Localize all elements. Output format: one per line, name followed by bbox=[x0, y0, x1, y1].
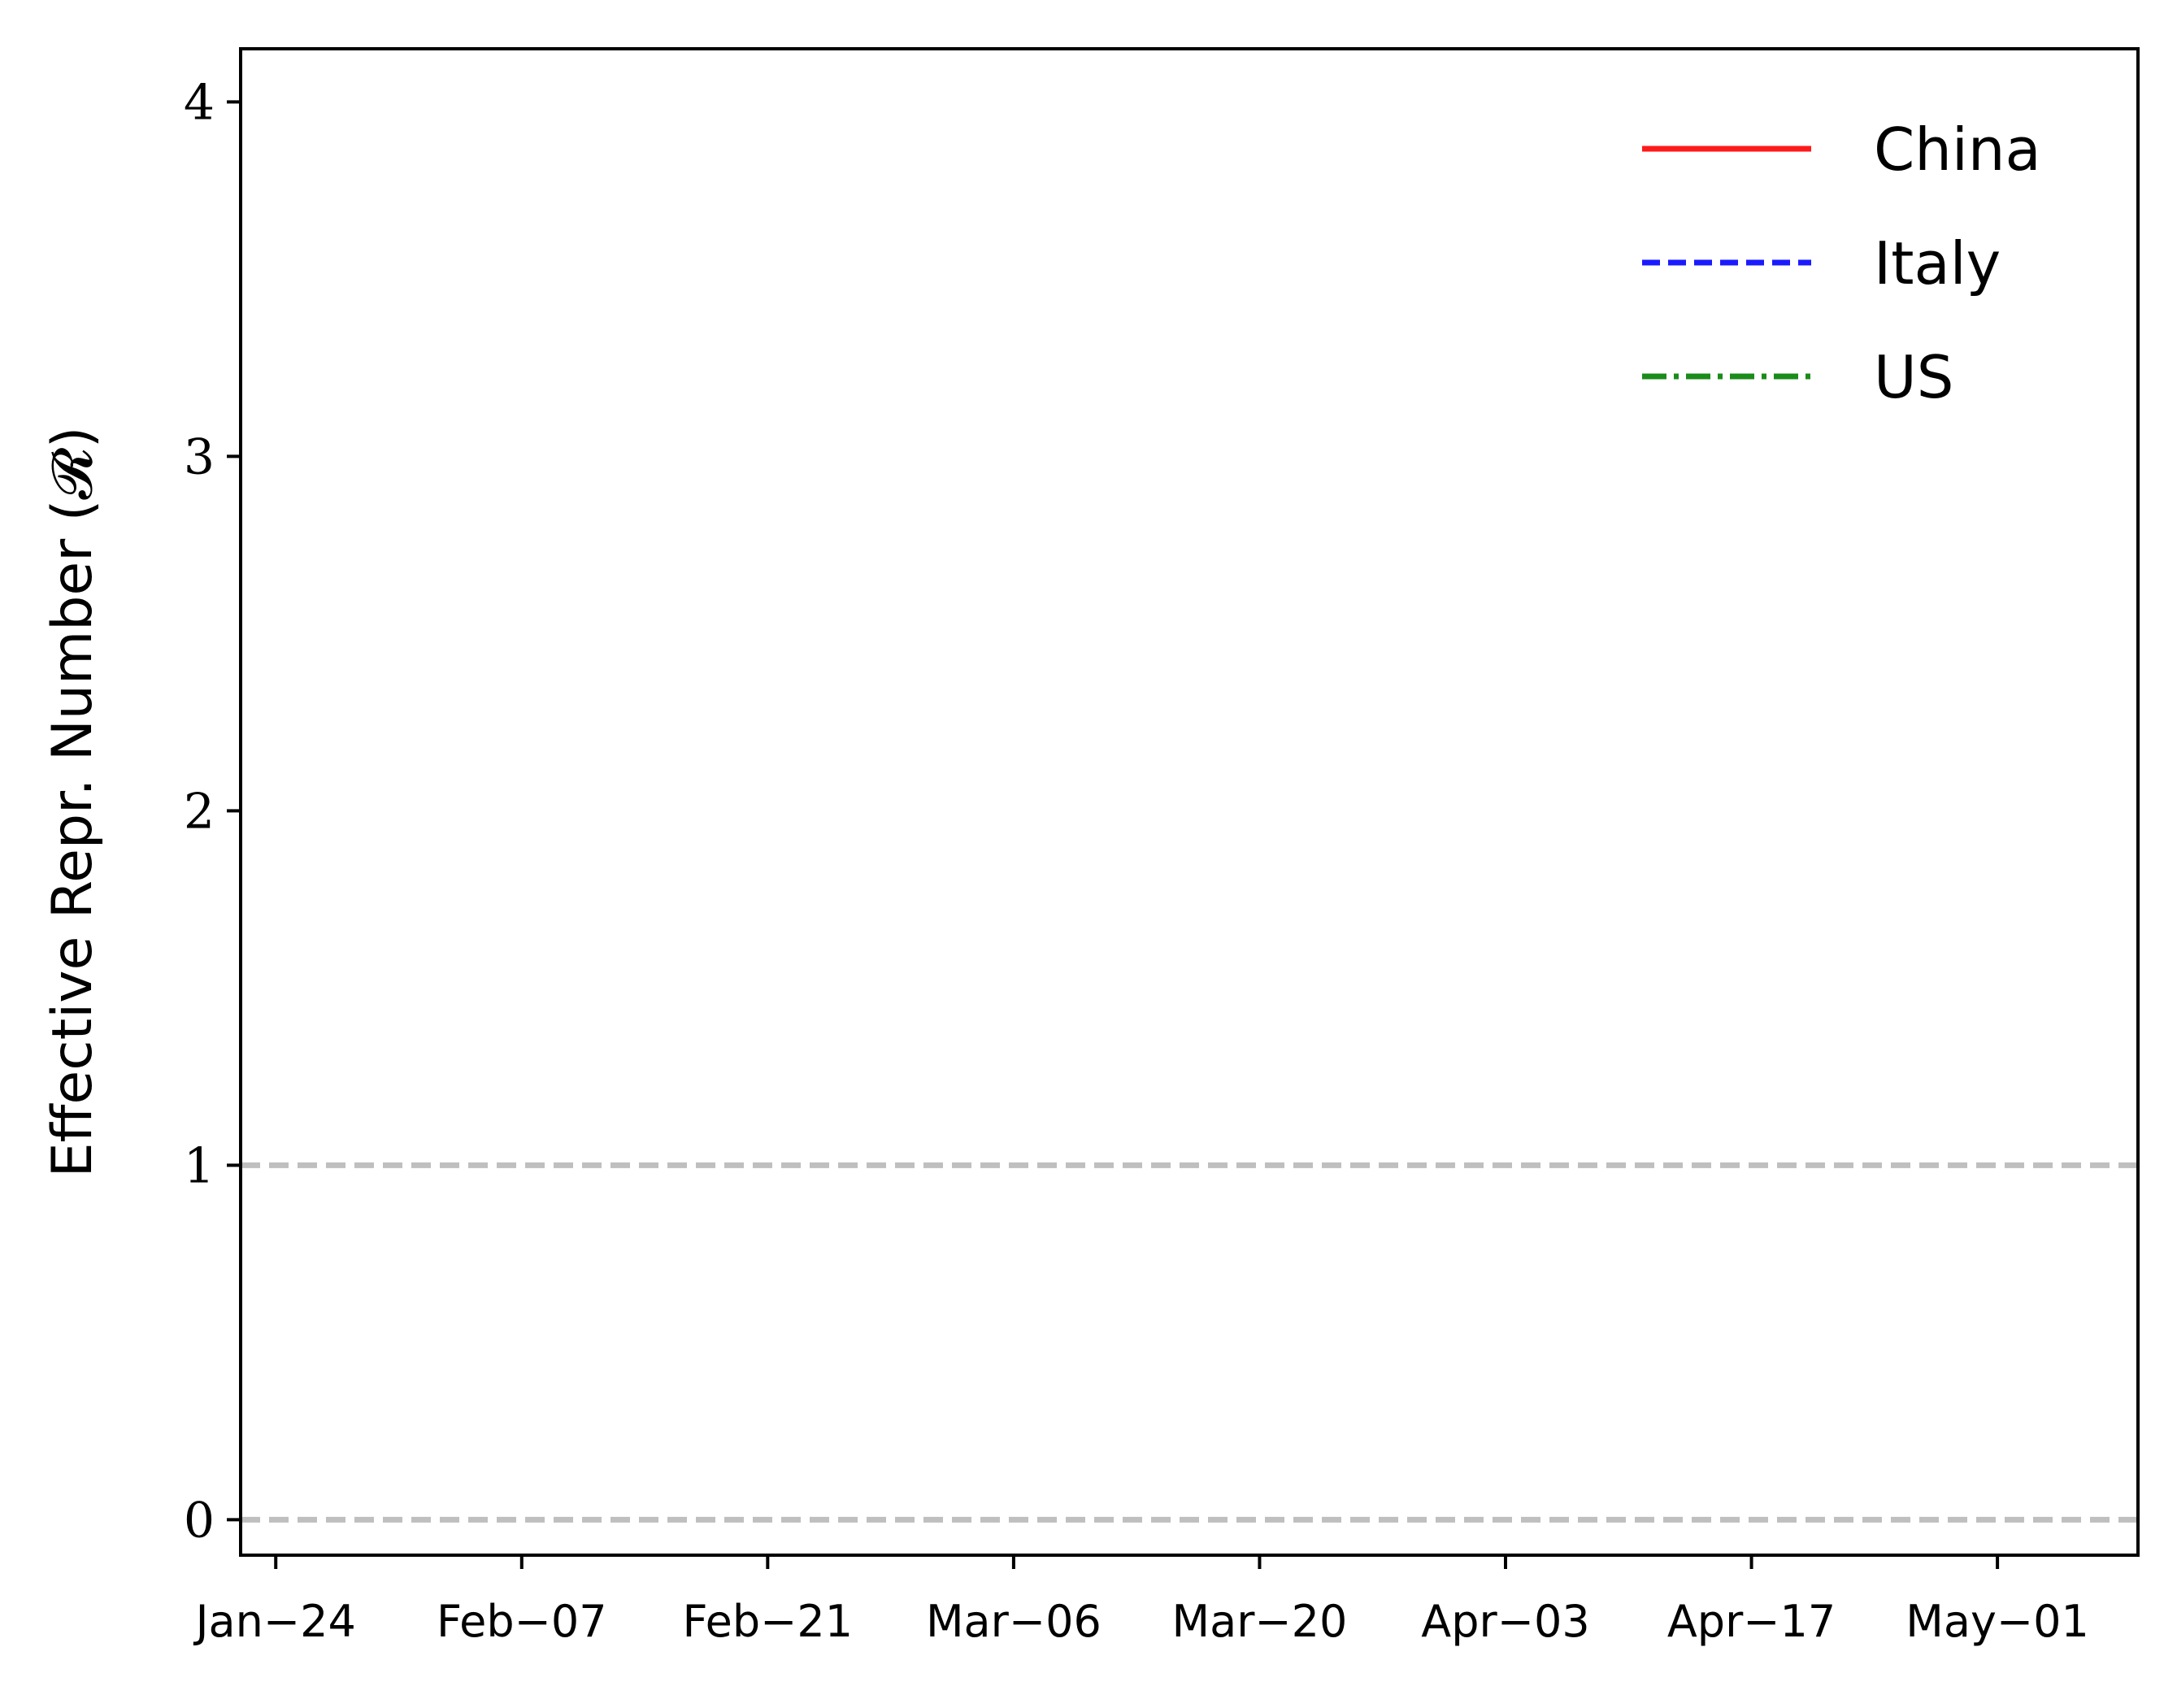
x-tick-label: Mar−06 bbox=[926, 1596, 1102, 1647]
legend-label-china: China bbox=[1874, 115, 2041, 184]
x-axis: Jan−24 Feb−07 Feb−21 Mar−06 Mar−20 Apr−03 Apr−… bbox=[193, 1555, 2089, 1647]
legend: China Italy US bbox=[1642, 115, 2041, 411]
x-tick-label: Jan−24 bbox=[193, 1596, 356, 1647]
x-tick-label: May−01 bbox=[1905, 1596, 2089, 1647]
plot-frame bbox=[239, 47, 2140, 1557]
legend-label-us: US bbox=[1874, 343, 1953, 411]
y-tick-label: 1 bbox=[184, 1137, 215, 1194]
y-axis: 0 1 2 3 4 bbox=[184, 74, 241, 1549]
y-tick-label: 2 bbox=[184, 783, 215, 840]
y-tick-label: 3 bbox=[184, 428, 215, 485]
x-tick-label: Apr−03 bbox=[1421, 1596, 1589, 1647]
x-tick-label: Feb−21 bbox=[683, 1596, 854, 1647]
y-tick-label: 0 bbox=[184, 1492, 215, 1549]
y-axis-label: Effective Repr. Number (𝓡) bbox=[41, 427, 105, 1178]
x-tick-label: Mar−20 bbox=[1172, 1596, 1348, 1647]
y-tick-label: 4 bbox=[184, 74, 215, 131]
reference-lines bbox=[241, 1162, 2138, 1523]
legend-label-italy: Italy bbox=[1874, 229, 2001, 298]
x-tick-label: Apr−17 bbox=[1667, 1596, 1836, 1647]
x-tick-label: Feb−07 bbox=[437, 1596, 607, 1647]
